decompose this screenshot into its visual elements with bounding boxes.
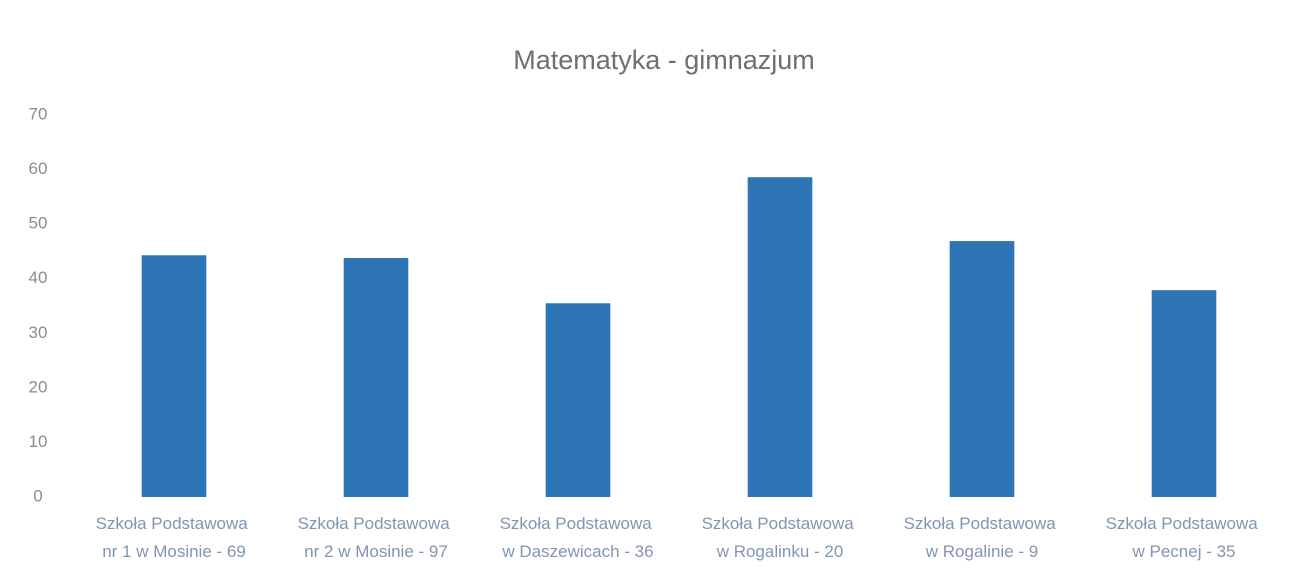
- bar: [949, 241, 1015, 497]
- y-tick-label: 70: [29, 104, 48, 123]
- bar: [747, 177, 813, 497]
- y-tick-label: 40: [29, 268, 48, 287]
- x-tick-line: w Pecnej - 35: [1132, 542, 1236, 561]
- chart-title: Matematyka - gimnazjum: [513, 45, 815, 75]
- x-tick-label: Szkoła Podstawowa w Daszewicach - 36: [500, 514, 657, 561]
- x-tick-line: Szkoła Podstawowa: [500, 514, 657, 533]
- x-tick-line: Szkoła Podstawowa: [96, 514, 253, 533]
- bar: [545, 303, 611, 497]
- x-tick-line: nr 2 w Mosinie - 97: [304, 542, 448, 561]
- bar: [343, 257, 409, 497]
- y-tick-label: 30: [29, 323, 48, 342]
- x-tick-line: nr 1 w Mosinie - 69: [102, 542, 246, 561]
- x-tick-line: w Daszewicach - 36: [501, 542, 653, 561]
- y-tick-label: 0: [33, 486, 42, 505]
- bar: [1151, 290, 1217, 497]
- x-tick-label: Szkoła Podstawowa nr 1 w Mosinie - 69: [96, 514, 253, 561]
- x-tick-label: Szkoła Podstawowa w Rogalinie - 9: [904, 514, 1061, 561]
- bar: [141, 255, 207, 497]
- x-tick-line: Szkoła Podstawowa: [1106, 514, 1263, 533]
- y-tick-label: 60: [29, 159, 48, 178]
- x-tick-line: Szkoła Podstawowa: [298, 514, 455, 533]
- x-tick-label: Szkoła Podstawowa nr 2 w Mosinie - 97: [298, 514, 455, 561]
- y-tick-label: 20: [29, 377, 48, 396]
- x-tick-line: w Rogalinie - 9: [925, 542, 1038, 561]
- x-tick-line: Szkoła Podstawowa: [702, 514, 859, 533]
- y-tick-label: 10: [29, 432, 48, 451]
- x-tick-label: Szkoła Podstawowa w Pecnej - 35: [1106, 514, 1263, 561]
- x-tick-line: w Rogalinku - 20: [716, 542, 844, 561]
- x-tick-line: Szkoła Podstawowa: [904, 514, 1061, 533]
- x-tick-label: Szkoła Podstawowa w Rogalinku - 20: [702, 514, 859, 561]
- y-tick-label: 50: [29, 214, 48, 233]
